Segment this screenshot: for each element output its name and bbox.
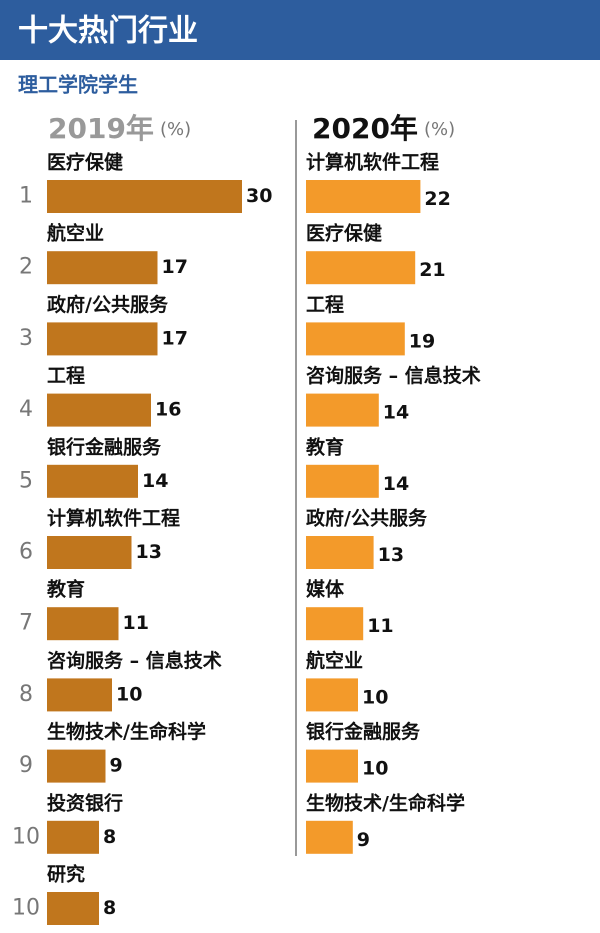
page-title: 十大热门行业 [18,14,198,49]
bar [306,820,353,854]
rank: 4 [19,397,33,422]
rank: 5 [19,468,33,493]
chart-title-text: 2020年 [312,112,418,145]
category-label: 咨询服务 – 信息技术 [47,649,222,672]
header-band [0,0,600,60]
category-label: 研究 [47,863,85,886]
value-label: 22 [424,188,450,210]
unit: (%) [424,119,455,140]
bar [306,322,405,356]
chart-title: 2019年 (%) [48,112,191,145]
bar [306,607,364,641]
bar [306,393,379,427]
value-label: 13 [136,541,162,563]
value-label: 14 [383,402,409,424]
value-label: 21 [419,259,445,281]
value-label: 9 [110,755,123,777]
rank: 1 [19,184,33,209]
bar [306,464,379,498]
category-label: 计算机软件工程 [306,151,439,174]
category-label: 工程 [306,294,344,316]
value-label: 10 [362,758,388,780]
value-label: 13 [378,544,404,566]
value-label: 17 [162,256,188,278]
bar [47,892,99,925]
bar [47,820,99,854]
unit: (%) [160,119,191,140]
bar [47,607,119,641]
rank: 2 [19,255,33,280]
category-label: 媒体 [306,578,345,601]
category-label: 政府/公共服务 [306,507,428,530]
rank: 7 [19,611,33,636]
bar [47,251,158,285]
category-label: 银行金融服务 [47,435,162,458]
value-label: 10 [362,686,388,708]
value-label: 10 [116,683,142,705]
rank: 10 [12,896,40,921]
category-label: 政府/公共服务 [47,293,169,316]
category-label: 计算机软件工程 [47,507,180,530]
chart-title-text: 2019年 [48,112,154,145]
category-label: 航空业 [306,649,363,672]
value-label: 16 [155,399,181,421]
category-label: 医疗保健 [47,151,123,174]
chart-title: 2020年 (%) [312,112,455,145]
category-label: 投资银行 [47,791,123,814]
value-label: 14 [142,470,168,492]
category-label: 医疗保健 [306,222,382,245]
bar [306,749,358,783]
value-label: 14 [383,473,409,495]
category-label: 教育 [306,435,344,458]
category-label: 生物技术/生命科学 [47,720,206,743]
bar [47,749,106,783]
category-label: 航空业 [47,222,104,245]
bar [47,678,112,712]
category-label: 咨询服务 – 信息技术 [306,364,481,387]
bar [306,180,421,213]
value-label: 8 [103,826,116,848]
rank: 3 [19,326,33,351]
bar [47,322,158,356]
rank: 8 [19,682,33,707]
value-label: 8 [103,897,116,919]
rank: 6 [19,540,33,565]
value-label: 30 [246,185,272,207]
value-label: 11 [123,612,149,634]
category-label: 教育 [47,578,85,601]
bar [47,180,242,213]
value-label: 11 [367,615,393,637]
bar [47,464,138,498]
value-label: 9 [357,829,370,851]
rank: 9 [19,753,33,778]
subtitle: 理工学院学生 [18,73,138,97]
bar [306,251,416,285]
category-label: 银行金融服务 [306,720,421,743]
value-label: 19 [409,330,435,352]
bar [47,536,132,569]
category-label: 工程 [47,365,85,387]
value-label: 17 [162,327,188,349]
rank: 10 [12,824,40,849]
category-label: 生物技术/生命科学 [306,791,465,814]
bar [306,536,374,569]
bar [306,678,358,712]
bar [47,393,151,427]
